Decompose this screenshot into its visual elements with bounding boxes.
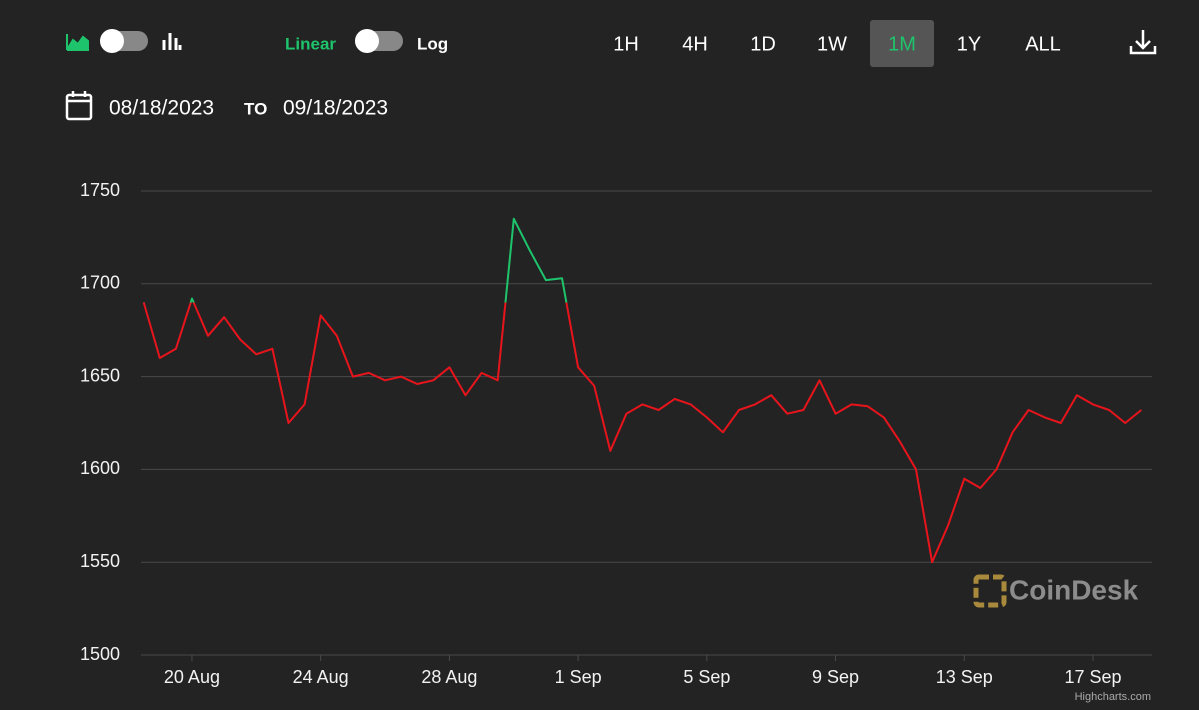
y-tick-label: 1700	[80, 273, 120, 293]
chart-type-toggle[interactable]	[66, 29, 182, 53]
range-buttons: 1H 4H 1D 1W 1M 1Y ALL	[613, 20, 1061, 67]
x-tick-label: 1 Sep	[555, 667, 602, 687]
range-button[interactable]: 1W	[817, 33, 847, 55]
download-icon[interactable]	[1129, 30, 1157, 55]
calendar-detail	[67, 91, 91, 103]
plot: 1500 1550 1600 1650 1700 1750 20 Aug 24 Aug 28 A…	[80, 180, 1152, 687]
watermark-icon	[973, 574, 1007, 608]
scale-toggle[interactable]: Linear Log	[285, 29, 448, 53]
range-button[interactable]: 1Y	[957, 33, 981, 55]
range-label: 1W	[817, 33, 847, 55]
range-button[interactable]: 1D	[750, 33, 776, 55]
y-tick-label: 1550	[80, 551, 120, 571]
range-label: 1Y	[957, 33, 981, 55]
range-active-bg	[870, 20, 934, 67]
range-label: 1D	[750, 33, 776, 55]
credits: Highcharts.com	[1075, 691, 1151, 703]
calendar-icon	[65, 93, 93, 121]
x-tick-label: 17 Sep	[1064, 667, 1121, 687]
date-from: 08/18/2023	[109, 97, 214, 120]
range-button[interactable]: ALL	[1025, 33, 1061, 55]
watermark: CoinDesk	[973, 574, 1139, 608]
range-button[interactable]: 4H	[682, 33, 708, 55]
range-label: 1M	[888, 33, 916, 55]
y-tick-label: 1750	[80, 180, 120, 200]
range-label: 1H	[613, 33, 639, 55]
watermark-text: CoinDesk	[1009, 574, 1139, 605]
y-tick-label: 1600	[80, 458, 120, 478]
range-label: ALL	[1025, 33, 1061, 55]
x-tick-label: 13 Sep	[936, 667, 993, 687]
date-range[interactable]: 08/18/2023 TO 09/18/2023	[65, 91, 388, 121]
x-tick-label: 5 Sep	[683, 667, 730, 687]
toggle-knob	[355, 29, 379, 53]
x-tick-label: 24 Aug	[293, 667, 349, 687]
y-tick-label: 1500	[80, 644, 120, 664]
y-tick-label: 1650	[80, 365, 120, 385]
area-icon	[66, 34, 89, 51]
range-label: 4H	[682, 33, 708, 55]
log-label: Log	[417, 34, 448, 53]
date-to: 09/18/2023	[283, 97, 388, 120]
date-to-label: TO	[244, 99, 267, 118]
x-tick-label: 9 Sep	[812, 667, 859, 687]
range-button[interactable]: 1M	[870, 20, 934, 67]
range-button[interactable]: 1H	[613, 33, 639, 55]
x-tick-label: 28 Aug	[421, 667, 477, 687]
price-line	[142, 217, 1142, 564]
linear-label: Linear	[285, 34, 336, 53]
bar-icon	[162, 33, 182, 50]
toggle-knob	[100, 29, 124, 53]
x-tick-label: 20 Aug	[164, 667, 220, 687]
